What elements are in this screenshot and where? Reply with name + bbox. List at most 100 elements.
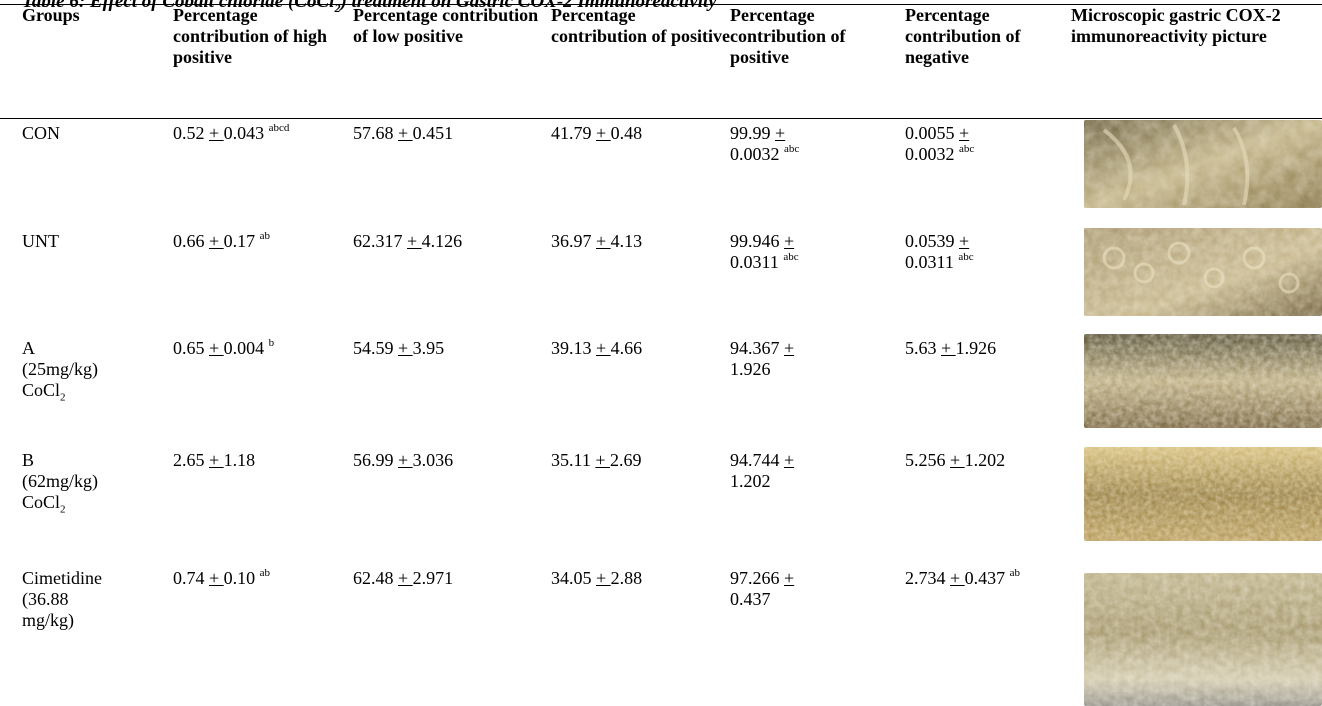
value-mean: 62.48: [353, 568, 394, 588]
value-pm: +: [398, 450, 413, 470]
value-cell: 2.65 + 1.18: [173, 445, 353, 563]
value-sd: 1.926: [730, 359, 771, 379]
value-pm: +: [950, 450, 965, 470]
value-pm: +: [209, 450, 224, 470]
value-sd: 1.202: [730, 471, 771, 491]
value-cell: 41.79 + 0.48: [551, 118, 730, 226]
microscopy-image-a: [1084, 334, 1322, 428]
value-cell: 0.74 + 0.10 ab: [173, 563, 353, 703]
group-compound: mg/kg): [22, 610, 74, 630]
value-cell: 0.0539 + 0.0311 abc: [905, 226, 1071, 333]
microscopy-image-b: [1084, 447, 1322, 541]
value-mean: 0.0055: [905, 123, 955, 143]
value-cell: 35.11 + 2.69: [551, 445, 730, 563]
value-sd: 0.48: [610, 123, 643, 143]
header-positive-total: Percentage contribution of positive: [730, 5, 846, 67]
table-caption: Table 6: Effect of Cobalt chloride (CoCl…: [22, 0, 717, 15]
value-mean: 99.99: [730, 123, 771, 143]
value-mean: 34.05: [551, 568, 592, 588]
value-pm: +: [209, 568, 224, 588]
value-pm: +: [398, 338, 413, 358]
value-pm: +: [398, 123, 413, 143]
value-mean: 57.68: [353, 123, 394, 143]
value-pm: +: [784, 568, 795, 588]
value-mean: 99.946: [730, 231, 780, 251]
header-picture: Microscopic gastric COX-2 immunoreactivi…: [1071, 5, 1281, 46]
value-sd: 0.0311: [905, 252, 954, 272]
value-mean: 2.734: [905, 568, 946, 588]
value-mean: 35.11: [551, 450, 591, 470]
value-mean: 36.97: [551, 231, 592, 251]
value-cell: 54.59 + 3.95: [353, 333, 551, 445]
value-sd: 0.0311: [730, 252, 779, 272]
group-name: Cimetidine: [22, 568, 102, 588]
value-cell: 5.256 + 1.202: [905, 445, 1071, 563]
results-table: Groups Percentage contribution of high p…: [0, 5, 1322, 703]
value-cell: 36.97 + 4.13: [551, 226, 730, 333]
group-compound: CoCl2: [22, 380, 66, 404]
value-pm: +: [596, 338, 611, 358]
value-sd: 0.17: [223, 231, 256, 251]
significance-letters: abc: [784, 143, 800, 155]
value-sd: 1.18: [223, 450, 256, 470]
table-row: UNT 0.66 + 0.17 ab 62.317 + 4.126 36.97 + 4…: [0, 226, 1322, 333]
table-row: B (62mg/kg) CoCl2 2.65 + 1.18 56.99 + 3.036 3…: [0, 445, 1322, 563]
group-cell: A (25mg/kg) CoCl2: [0, 333, 173, 445]
value-mean: 41.79: [551, 123, 592, 143]
group-dose: (36.88: [22, 589, 69, 609]
value-sd: 4.126: [421, 231, 463, 251]
value-cell: 99.99 + 0.0032 abc: [730, 118, 905, 226]
microscopy-image-cimetidine: [1084, 573, 1322, 706]
header-negative: Percentage contribution of negative: [905, 5, 1021, 67]
value-cell: 97.266 + 0.437: [730, 563, 905, 703]
value-cell: 99.946 + 0.0311 abc: [730, 226, 905, 333]
value-mean: 0.52: [173, 123, 205, 143]
value-mean: 0.0539: [905, 231, 955, 251]
significance-letters: abc: [959, 143, 975, 155]
value-pm: +: [959, 231, 970, 251]
value-cell: 94.744 + 1.202: [730, 445, 905, 563]
group-dose: (25mg/kg): [22, 359, 98, 379]
value-mean: 54.59: [353, 338, 394, 358]
value-mean: 5.256: [905, 450, 946, 470]
value-mean: 39.13: [551, 338, 592, 358]
group-name: CON: [22, 123, 61, 143]
value-cell: 0.52 + 0.043 abcd: [173, 118, 353, 226]
table-row: Cimetidine (36.88 mg/kg) 0.74 + 0.10 ab 62.4…: [0, 563, 1322, 703]
value-mean: 94.744: [730, 450, 780, 470]
value-sd: 2.88: [610, 568, 643, 588]
significance-letters: abcd: [268, 122, 290, 134]
value-sd: 0.0032: [730, 144, 780, 164]
value-sd: 2.971: [412, 568, 454, 588]
value-mean: 56.99: [353, 450, 394, 470]
value-pm: +: [595, 450, 610, 470]
significance-letters: b: [268, 337, 275, 349]
value-mean: 62.317: [353, 231, 403, 251]
value-pm: +: [407, 231, 422, 251]
value-sd: 0.004: [223, 338, 265, 358]
significance-letters: ab: [259, 230, 271, 242]
header-groups: Groups: [22, 5, 80, 25]
value-sd: 0.043: [223, 123, 265, 143]
value-sd: 0.451: [412, 123, 454, 143]
value-mean: 5.63: [905, 338, 937, 358]
group-name: UNT: [22, 231, 59, 251]
significance-letters: abc: [958, 251, 974, 263]
group-name: B: [22, 450, 35, 470]
value-cell: 62.48 + 2.971: [353, 563, 551, 703]
value-sd: 1.202: [964, 450, 1006, 470]
header-rule: [0, 118, 1322, 119]
value-cell: 62.317 + 4.126: [353, 226, 551, 333]
value-pm: +: [950, 568, 965, 588]
group-cell: CON: [0, 118, 173, 226]
value-sd: 4.13: [610, 231, 643, 251]
value-mean: 0.66: [173, 231, 205, 251]
value-pm: +: [209, 231, 224, 251]
header-high-positive: Percentage contribution of high positive: [173, 5, 328, 67]
value-cell: 2.734 + 0.437 ab: [905, 563, 1071, 703]
value-mean: 0.74: [173, 568, 205, 588]
group-cell: Cimetidine (36.88 mg/kg): [0, 563, 173, 703]
value-pm: +: [596, 123, 611, 143]
value-mean: 97.266: [730, 568, 780, 588]
header-low-positive: Percentage contribution of low positive: [353, 5, 539, 46]
